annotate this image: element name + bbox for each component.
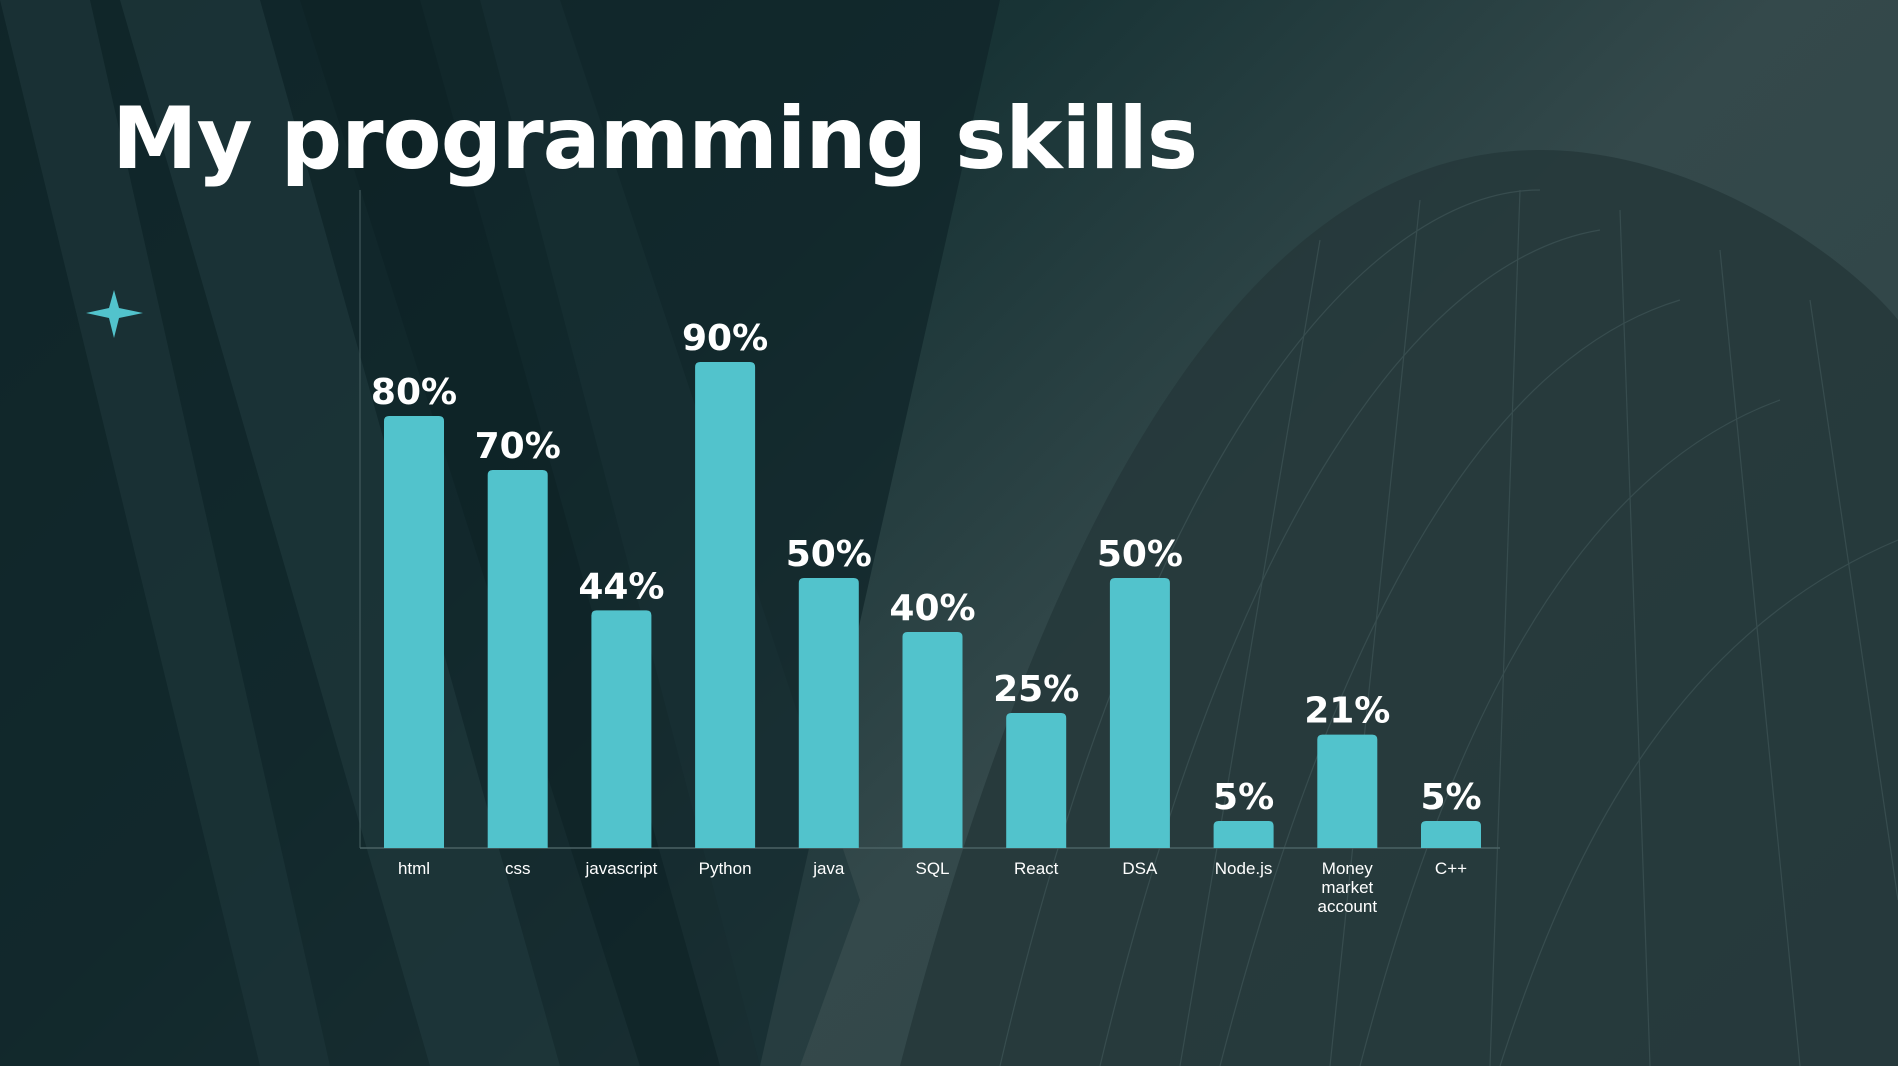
bar (591, 610, 652, 848)
bar (487, 470, 548, 848)
bar (384, 416, 444, 848)
category-tick-label: market (1321, 878, 1373, 897)
category-tick-label: SQL (915, 859, 949, 878)
category-tick-label: C++ (1435, 859, 1467, 878)
category-tick-label: DSA (1122, 859, 1158, 878)
data-label: 80% (371, 372, 457, 413)
data-label: 70% (475, 426, 561, 467)
bar (1006, 713, 1067, 848)
data-label: 25% (993, 669, 1079, 710)
data-label: 5% (1420, 777, 1481, 818)
sparkle-star-icon (86, 290, 143, 338)
category-tick-label: account (1318, 897, 1378, 916)
data-label: 21% (1304, 691, 1390, 732)
bar (798, 578, 859, 848)
data-label: 5% (1213, 777, 1274, 818)
category-tick-label: React (1014, 859, 1059, 878)
bar (695, 362, 756, 848)
page-title: My programming skills (112, 89, 1198, 189)
category-tick-label: Money (1322, 859, 1374, 878)
bar (1109, 578, 1170, 848)
bar (902, 632, 963, 848)
category-tick-label: java (812, 859, 845, 878)
bar (1213, 821, 1274, 848)
data-label: 50% (1097, 534, 1183, 575)
category-tick-label: javascript (584, 859, 657, 878)
bar (1421, 821, 1481, 848)
data-label: 50% (786, 534, 872, 575)
category-tick-label: Python (699, 859, 752, 878)
data-label: 40% (889, 588, 975, 629)
data-label: 44% (578, 566, 664, 607)
category-tick-label: html (398, 859, 430, 878)
category-tick-label: Node.js (1215, 859, 1273, 878)
data-label: 90% (682, 318, 768, 359)
bar (1317, 734, 1378, 848)
category-tick-label: css (505, 859, 531, 878)
